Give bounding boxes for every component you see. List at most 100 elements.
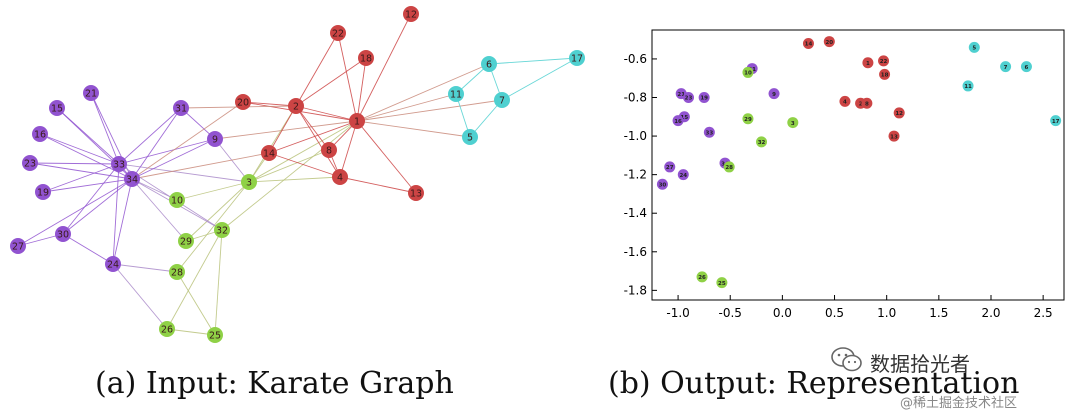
scatter-point-label: 4 [843, 100, 847, 106]
graph-node-8 [321, 142, 337, 158]
graph-node-label: 32 [216, 226, 228, 237]
x-tick-label: 1.5 [929, 306, 948, 320]
graph-edge [118, 107, 182, 165]
graph-edge [185, 181, 250, 242]
scatter-point-label: 20 [825, 40, 833, 46]
watermark-text: 数据拾光者 [870, 352, 970, 376]
caption-input-graph: (a) Input: Karate Graph [95, 366, 454, 401]
graph-edge [268, 120, 358, 154]
scatter-point-4 [839, 95, 851, 107]
graph-edge [131, 152, 270, 180]
scatter-point-14 [802, 38, 814, 49]
graph-edge [356, 120, 471, 138]
scatter-point-29 [742, 113, 754, 125]
scatter-point-label: 25 [718, 281, 726, 287]
graph-node-label: 19 [37, 188, 49, 199]
scatter-point-label: 14 [805, 42, 813, 48]
scatter-point-label: 29 [744, 117, 752, 123]
graph-edge [268, 105, 297, 154]
y-tick-label: -0.6 [624, 52, 647, 66]
graph-edge [242, 101, 297, 107]
graph-nodes: 123 4567891011121314151617181920212223242… [10, 6, 585, 343]
scatter-point-11 [962, 80, 974, 92]
graph-node-14 [261, 145, 277, 161]
graph-node-label: 14 [263, 149, 275, 160]
graph-node-23 [22, 155, 38, 171]
y-tick-label: -1.2 [624, 168, 647, 182]
graph-node-26 [159, 321, 175, 337]
graph-edge [248, 120, 358, 183]
graph-edge [62, 233, 114, 265]
scatter-point-label: 28 [725, 165, 733, 171]
graph-edge [29, 162, 120, 165]
graph-edge [356, 63, 490, 122]
scatter-point-label: 1 [866, 61, 870, 67]
x-tick-label: 2.0 [981, 306, 1000, 320]
graph-node-label: 6 [486, 60, 492, 71]
graph-node-2 [288, 98, 304, 114]
graph-node-label: 1 [354, 117, 360, 128]
graph-node-4 [332, 169, 348, 185]
graph-edge [248, 176, 341, 183]
karate-graph: 123 4567891011121314151617181920212223242… [10, 6, 585, 343]
graph-node-label: 11 [450, 90, 462, 101]
graph-edge [214, 120, 358, 140]
scatter-points: 1420122184281213576111731921231915163334… [656, 36, 1062, 289]
graph-node-label: 2 [293, 102, 299, 113]
graph-edge [42, 163, 120, 193]
scatter-point-13 [888, 130, 900, 142]
graph-node-label: 34 [126, 175, 138, 186]
scatter-point-26 [696, 271, 708, 283]
scatter-point-1 [862, 57, 874, 69]
graph-node-label: 31 [175, 104, 187, 115]
scatter-point-label: 22 [880, 59, 888, 65]
graph-node-7 [494, 92, 510, 108]
scatter-point-label: 3 [791, 121, 795, 127]
graph-node-27 [10, 238, 26, 254]
graph-node-label: 21 [85, 89, 97, 100]
watermark-subtext: @稀土掘金技术社区 [900, 396, 1018, 411]
graph-node-6 [481, 56, 497, 72]
graph-edge [131, 138, 216, 180]
graph-edge [221, 120, 358, 231]
x-tick-label: 0.0 [773, 306, 792, 320]
graph-node-33 [111, 156, 127, 172]
graph-edge [356, 99, 503, 122]
scatter-point-9 [768, 88, 780, 100]
axis-ticks: -1.0 -0.5 0.0 0.5 1.0 1.5 2.0 2.5 -0.6 -0.8 -1.0 -1… [624, 52, 1053, 320]
graph-node-1 [349, 113, 365, 129]
wechat-icon [831, 347, 862, 372]
graph-edge [17, 178, 133, 247]
scatter-point-label: 11 [964, 84, 972, 90]
graph-edge [39, 133, 120, 165]
graph-node-17 [569, 50, 585, 66]
scatter-point-28 [723, 161, 735, 173]
graph-node-22 [330, 25, 346, 41]
graph-edge [62, 163, 120, 235]
scatter-point-7 [1000, 61, 1012, 73]
graph-node-label: 26 [161, 325, 173, 336]
scatter-point-17 [1050, 115, 1062, 127]
scatter-point-20 [823, 36, 835, 48]
graph-node-label: 18 [360, 54, 372, 65]
x-tick-label: -1.0 [666, 306, 689, 320]
graph-node-label: 30 [57, 230, 69, 241]
graph-node-20 [235, 94, 251, 110]
graph-edge [176, 271, 216, 336]
scatter-point-label: 18 [881, 73, 889, 79]
graph-edge [295, 105, 358, 122]
graph-edge [339, 120, 358, 178]
graph-node-label: 5 [467, 133, 473, 144]
graph-edge [337, 32, 358, 122]
scatter-point-label: 7 [1004, 65, 1008, 71]
graph-node-25 [207, 327, 223, 343]
graph-edge [112, 163, 120, 265]
x-tick-label: 2.5 [1034, 306, 1053, 320]
graph-edge [248, 149, 330, 183]
graph-node-label: 9 [212, 135, 218, 146]
y-tick-label: -1.0 [624, 129, 647, 143]
graph-node-21 [83, 85, 99, 101]
scatter-point-label: 9 [772, 92, 776, 98]
graph-node-30 [55, 226, 71, 242]
graph-node-11 [448, 86, 464, 102]
